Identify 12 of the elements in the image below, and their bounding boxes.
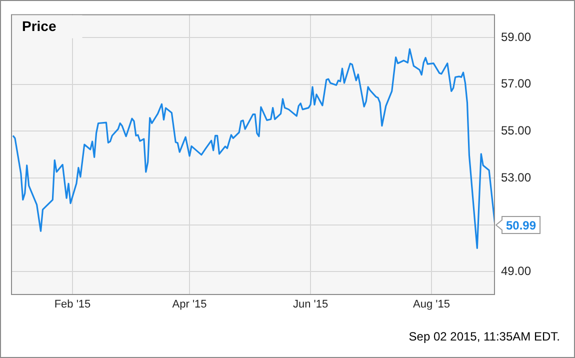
annotation: 50.99 <box>506 218 536 232</box>
y-tick-label: 57.00 <box>501 76 532 91</box>
y-tick-label: 53.00 <box>501 170 532 184</box>
x-tick-label: Jun '15 <box>292 298 328 311</box>
text: Sep 02 2015, 11:35AM EDT. <box>408 329 560 344</box>
x-tick-label: Apr '15 <box>172 298 207 311</box>
y-tick-label: 59.00 <box>501 30 532 44</box>
y-tick-label: 55.00 <box>501 124 532 138</box>
y-tick-label: 49.00 <box>501 264 532 278</box>
x-tick-label: Aug '15 <box>413 298 450 311</box>
x-tick-label: Feb '15 <box>54 298 91 311</box>
chart-title: Price <box>22 18 56 34</box>
